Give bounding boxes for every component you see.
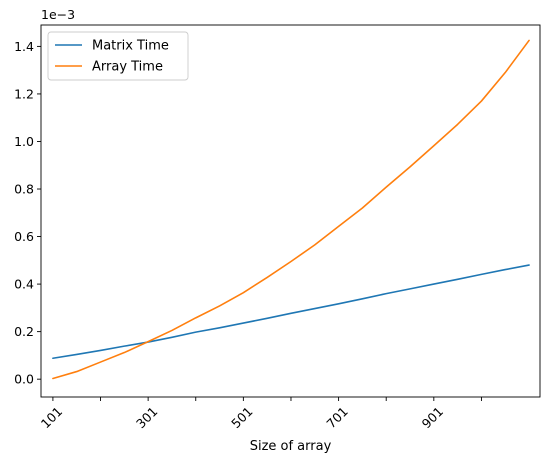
axes-frame	[40, 24, 541, 398]
legend-label-matrix-time: Matrix Time	[92, 39, 169, 54]
legend-box	[47, 31, 189, 81]
y-tick-label: 1.2	[14, 86, 34, 101]
y-tick-label: 1.0	[14, 134, 34, 149]
series-line-array-time	[52, 39, 530, 380]
legend-label-array-time: Array Time	[92, 60, 163, 75]
y-tick-label: 0.4	[14, 277, 34, 292]
series-line-matrix-time	[52, 264, 530, 360]
y-tick-label: 0.6	[14, 229, 34, 244]
y-tick-label: 1.4	[14, 39, 34, 54]
legend: Matrix Time Array Time	[47, 31, 189, 81]
x-axis-label: Size of array	[250, 439, 332, 454]
y-tick-label: 0.0	[14, 372, 34, 387]
y-tick-label: 0.2	[14, 324, 34, 339]
y-axis-scale-label: 1e−3	[41, 7, 75, 22]
y-tick-label: 0.8	[14, 182, 34, 197]
